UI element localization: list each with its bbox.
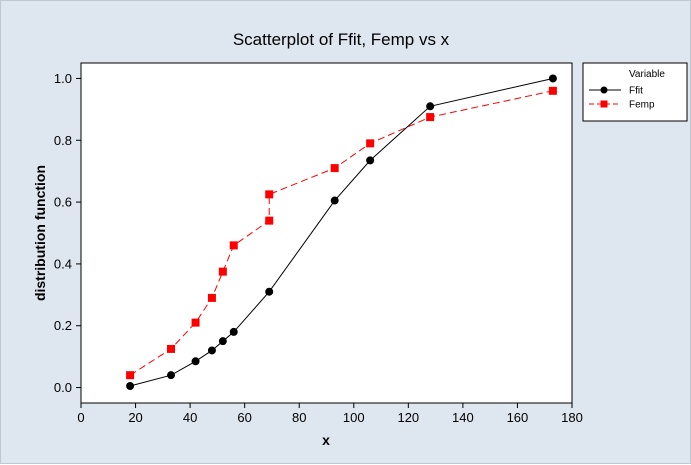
x-tick-label: 0 [77, 410, 84, 425]
legend: Variable Ffit Femp [583, 63, 687, 121]
data-point-femp [426, 113, 434, 121]
x-tick-label: 100 [343, 410, 365, 425]
x-tick-label: 120 [397, 410, 419, 425]
data-point-femp [366, 139, 374, 147]
data-point-ffit [331, 197, 339, 205]
x-tick-label: 80 [292, 410, 306, 425]
y-axis-label: distribution function [32, 165, 48, 301]
data-point-femp [265, 217, 273, 225]
x-axis: 0 20 40 60 80 100 120 140 160 180 [77, 403, 582, 425]
data-point-femp [265, 190, 273, 198]
x-axis-label: x [322, 432, 330, 448]
data-point-femp [192, 319, 200, 327]
data-point-ffit [219, 337, 227, 345]
x-tick-label: 40 [183, 410, 197, 425]
legend-marker-ffit [601, 87, 608, 94]
y-tick-label: 1.0 [54, 71, 72, 86]
data-point-ffit [265, 288, 273, 296]
legend-label-femp: Femp [629, 100, 655, 111]
y-tick-label: 0.6 [54, 195, 72, 210]
y-axis: 0.0 0.2 0.4 0.6 0.8 1.0 [54, 71, 81, 395]
y-tick-label: 0.8 [54, 133, 72, 148]
data-point-ffit [366, 156, 374, 164]
y-tick-label: 0.0 [54, 380, 72, 395]
x-tick-label: 140 [452, 410, 474, 425]
y-tick-label: 0.2 [54, 318, 72, 333]
x-tick-label: 20 [128, 410, 142, 425]
data-point-ffit [126, 382, 134, 390]
data-point-femp [126, 371, 134, 379]
data-point-femp [208, 294, 216, 302]
data-point-femp [331, 164, 339, 172]
chart-title: Scatterplot of Ffit, Femp vs x [233, 30, 450, 49]
data-point-ffit [167, 371, 175, 379]
data-point-femp [219, 268, 227, 276]
data-point-femp [230, 241, 238, 249]
data-point-ffit [426, 102, 434, 110]
x-tick-label: 60 [237, 410, 251, 425]
legend-label-ffit: Ffit [629, 86, 643, 97]
legend-marker-femp [601, 101, 608, 108]
x-tick-label: 180 [561, 410, 583, 425]
data-point-ffit [230, 328, 238, 336]
data-point-femp [549, 87, 557, 95]
legend-title: Variable [629, 69, 665, 80]
plot-area [81, 63, 572, 403]
data-point-femp [167, 345, 175, 353]
y-tick-label: 0.4 [54, 256, 72, 271]
data-point-ffit [192, 357, 200, 365]
data-point-ffit [208, 346, 216, 354]
x-tick-label: 160 [507, 410, 529, 425]
data-point-ffit [549, 74, 557, 82]
